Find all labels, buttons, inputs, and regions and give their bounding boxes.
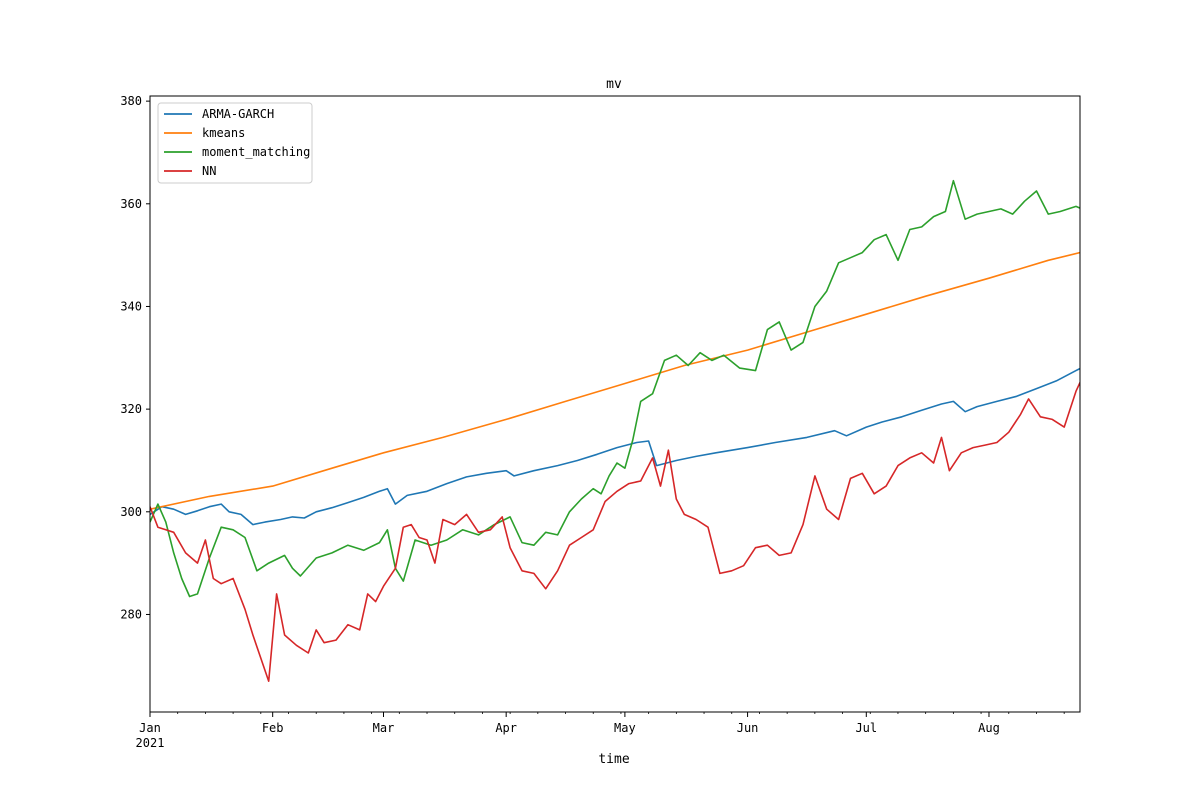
- x-tick-year-label: 2021: [136, 736, 165, 750]
- x-tick-label: Jun: [737, 721, 759, 735]
- series-line-moment-matching: [150, 179, 1080, 598]
- x-axis-label: time: [598, 752, 629, 767]
- y-tick-label: 300: [120, 505, 142, 519]
- x-tick-label: Mar: [373, 721, 395, 735]
- legend-label: kmeans: [202, 126, 245, 140]
- x-tick-label: May: [614, 721, 636, 735]
- chart-title: mv: [606, 77, 622, 92]
- y-axis: 280 300 320 340 360 380: [120, 94, 150, 621]
- y-tick-label: 280: [120, 607, 142, 621]
- x-tick-label: Apr: [495, 721, 517, 735]
- legend-label: moment_matching: [202, 145, 310, 159]
- legend-label: ARMA-GARCH: [202, 107, 274, 121]
- legend-label: NN: [202, 164, 216, 178]
- series-line-arma-garch: [150, 367, 1080, 526]
- y-tick-label: 380: [120, 94, 142, 108]
- x-tick-label: Aug: [978, 721, 1000, 735]
- y-tick-label: 360: [120, 197, 142, 211]
- series-layer: [150, 179, 1080, 682]
- y-tick-label: 320: [120, 402, 142, 416]
- x-tick-label: Jan: [139, 721, 161, 735]
- legend-box: [157, 102, 313, 184]
- y-tick-label: 340: [120, 299, 142, 313]
- series-line-nn: [150, 380, 1080, 682]
- plot-frame: [149, 95, 1081, 713]
- legend: ARMA-GARCH kmeans moment_matching NN: [157, 102, 313, 184]
- x-tick-label: Feb: [262, 721, 284, 735]
- x-tick-label: Jul: [855, 721, 877, 735]
